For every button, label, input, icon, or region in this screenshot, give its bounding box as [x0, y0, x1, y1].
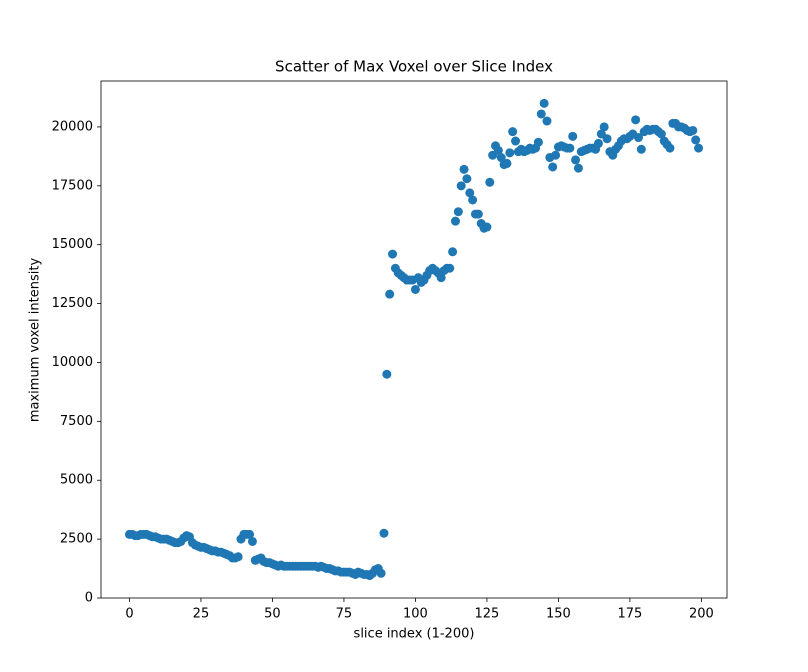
y-axis-label: maximum voxel intensity	[28, 258, 43, 423]
point	[688, 125, 698, 135]
point	[459, 164, 469, 174]
x-tick-label: 0	[125, 607, 133, 622]
point	[388, 249, 398, 259]
plot-frame	[100, 80, 728, 599]
point	[536, 109, 546, 119]
point	[599, 122, 609, 132]
point	[465, 188, 475, 198]
point	[445, 263, 455, 273]
point	[636, 144, 646, 154]
point	[462, 174, 472, 184]
point	[593, 138, 603, 148]
point	[539, 98, 549, 108]
point	[548, 162, 558, 172]
point	[482, 222, 492, 232]
y-tick-label: 15000	[52, 237, 93, 252]
x-tick-label: 150	[546, 607, 571, 622]
point	[436, 273, 446, 283]
point	[573, 163, 583, 173]
x-tick-label: 175	[617, 607, 642, 622]
point	[565, 143, 575, 153]
point	[453, 207, 463, 217]
point	[502, 158, 512, 168]
y-tick-label: 7500	[60, 414, 93, 429]
point	[410, 284, 420, 294]
point	[456, 181, 466, 191]
x-tick-label: 200	[689, 607, 714, 622]
point	[382, 369, 392, 379]
point	[571, 155, 581, 165]
point	[376, 568, 386, 578]
x-tick-label: 75	[336, 607, 353, 622]
x-tick-label: 25	[193, 607, 210, 622]
point	[505, 148, 515, 158]
y-tick-label: 2500	[60, 532, 93, 547]
point	[379, 528, 389, 538]
y-tick-label: 0	[85, 591, 93, 606]
point	[665, 143, 675, 153]
point	[631, 115, 641, 125]
x-axis-label: slice index (1-200)	[354, 627, 475, 642]
y-tick-label: 10000	[52, 355, 93, 370]
point	[691, 135, 701, 145]
y-tick-label: 12500	[52, 296, 93, 311]
point	[542, 116, 552, 126]
y-tick-label: 20000	[52, 119, 93, 134]
point	[508, 127, 518, 137]
point	[493, 145, 503, 155]
point	[485, 177, 495, 187]
point	[602, 134, 612, 144]
point	[551, 150, 561, 160]
x-tick-label: 50	[264, 607, 281, 622]
point	[656, 129, 666, 139]
y-tick-label: 17500	[52, 178, 93, 193]
x-tick-label: 125	[475, 607, 500, 622]
point	[385, 289, 395, 299]
x-tick-label: 100	[403, 607, 428, 622]
point	[694, 143, 704, 153]
point	[473, 209, 483, 219]
point	[233, 552, 243, 562]
point	[450, 216, 460, 226]
point	[448, 247, 458, 257]
point	[245, 529, 255, 539]
y-tick-label: 5000	[60, 473, 93, 488]
point	[533, 137, 543, 147]
point	[247, 536, 257, 546]
chart-title: Scatter of Max Voxel over Slice Index	[275, 58, 553, 76]
point	[468, 195, 478, 205]
point	[633, 133, 643, 143]
point	[496, 153, 506, 163]
point	[511, 136, 521, 146]
point	[568, 131, 578, 141]
